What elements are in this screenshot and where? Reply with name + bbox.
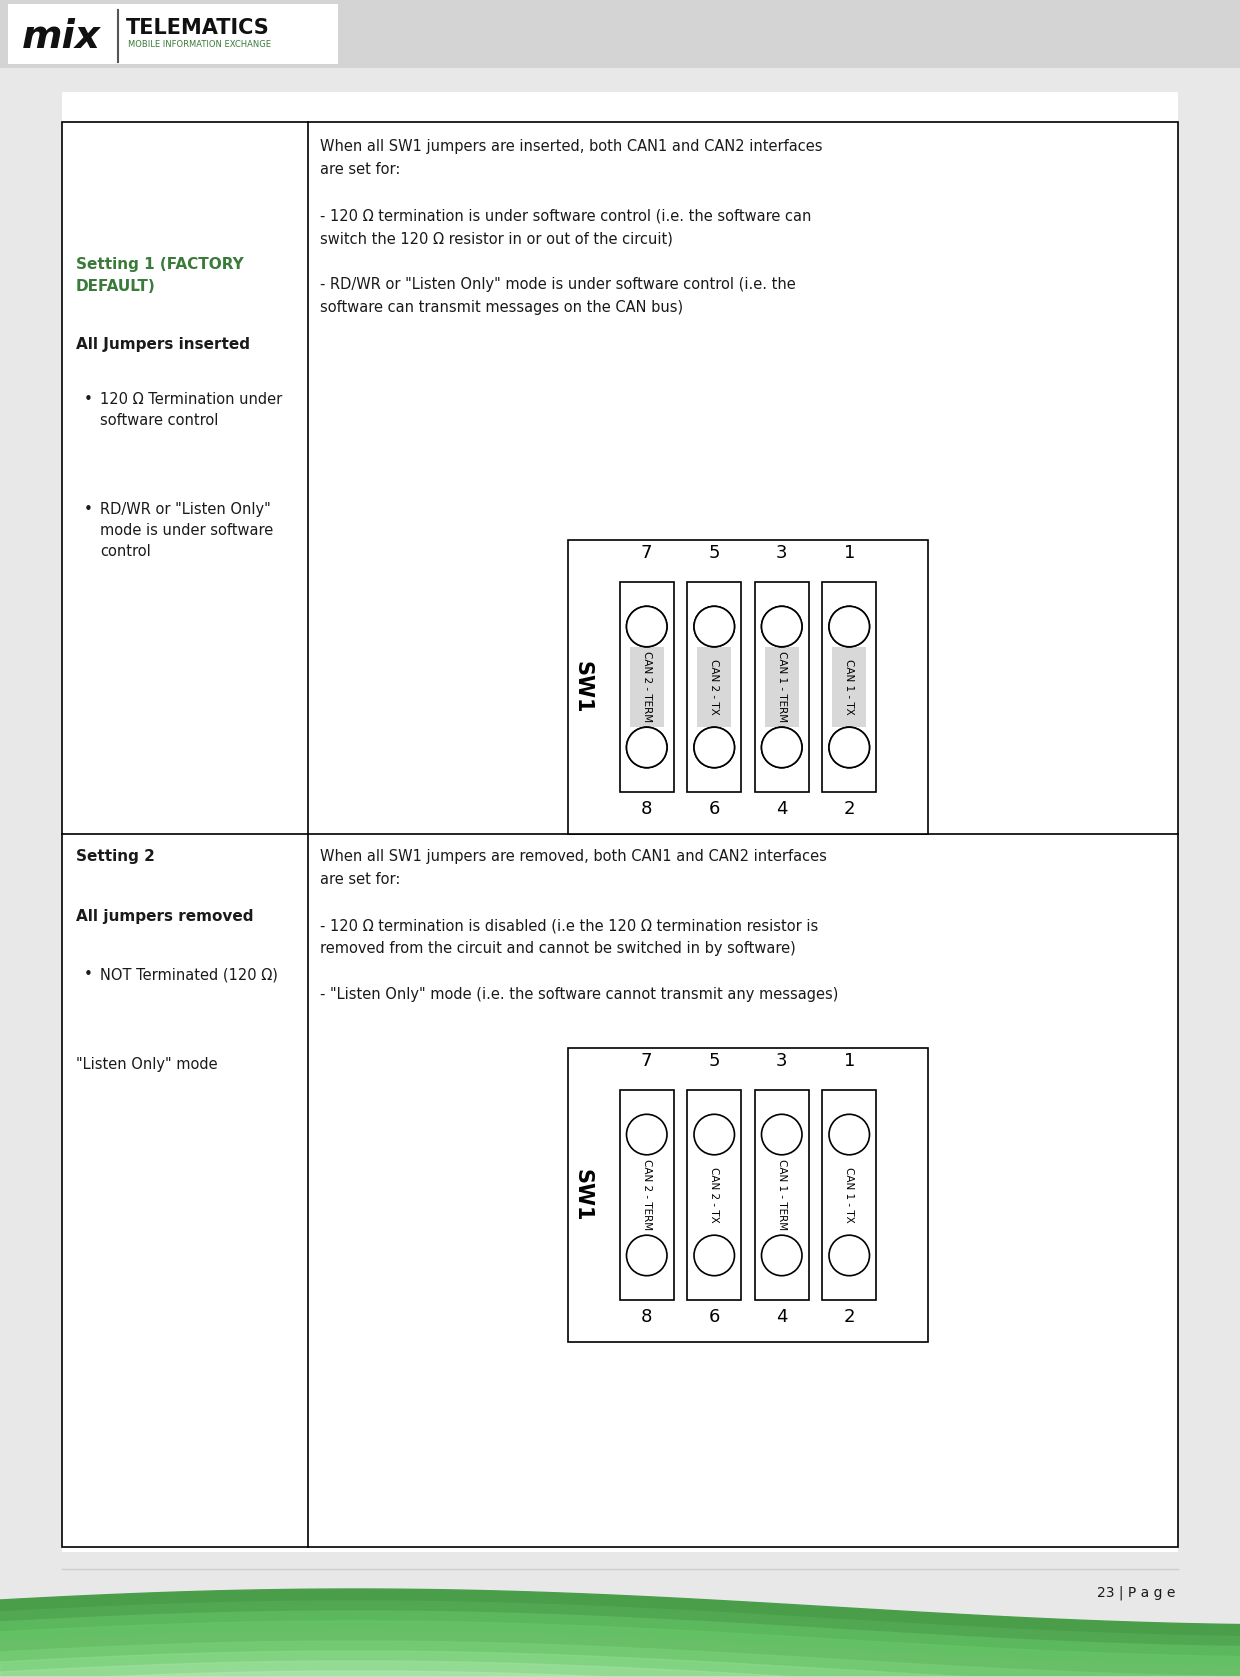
Bar xyxy=(822,1090,877,1300)
Circle shape xyxy=(626,728,667,768)
Circle shape xyxy=(694,1236,734,1276)
Circle shape xyxy=(694,728,734,768)
Circle shape xyxy=(694,607,734,647)
Text: CAN 2 - TX: CAN 2 - TX xyxy=(709,659,719,714)
Text: 2: 2 xyxy=(843,1308,856,1327)
Text: Setting 2: Setting 2 xyxy=(76,849,155,864)
Text: - RD/WR or "Listen Only" mode is under software control (i.e. the: - RD/WR or "Listen Only" mode is under s… xyxy=(320,277,796,292)
Text: All jumpers removed: All jumpers removed xyxy=(76,909,253,924)
Text: 23 | P a g e: 23 | P a g e xyxy=(1096,1585,1176,1600)
Text: All Jumpers inserted: All Jumpers inserted xyxy=(76,337,250,352)
Text: •: • xyxy=(84,392,93,408)
Text: - 120 Ω termination is under software control (i.e. the software can: - 120 Ω termination is under software co… xyxy=(320,208,811,223)
Text: SW1: SW1 xyxy=(573,661,593,713)
Bar xyxy=(765,647,799,728)
Circle shape xyxy=(761,1114,802,1155)
Circle shape xyxy=(830,1236,869,1276)
Text: 3: 3 xyxy=(776,1051,787,1070)
Text: SW1: SW1 xyxy=(573,1169,593,1221)
Circle shape xyxy=(626,607,667,647)
Text: •: • xyxy=(84,501,93,517)
Circle shape xyxy=(761,607,802,647)
Text: 5: 5 xyxy=(708,1051,720,1070)
Text: •: • xyxy=(84,968,93,983)
Text: - 120 Ω termination is disabled (i.e the 120 Ω termination resistor is: - 120 Ω termination is disabled (i.e the… xyxy=(320,917,818,932)
Text: switch the 120 Ω resistor in or out of the circuit): switch the 120 Ω resistor in or out of t… xyxy=(320,231,673,247)
Circle shape xyxy=(626,1114,667,1155)
Text: 1: 1 xyxy=(843,1051,854,1070)
Text: CAN 2 - TX: CAN 2 - TX xyxy=(709,1167,719,1223)
Bar xyxy=(755,1090,808,1300)
Bar xyxy=(755,582,808,792)
Text: 8: 8 xyxy=(641,1308,652,1327)
Circle shape xyxy=(626,1236,667,1276)
Text: MOBILE INFORMATION EXCHANGE: MOBILE INFORMATION EXCHANGE xyxy=(128,40,272,49)
Bar xyxy=(822,582,877,792)
Text: 4: 4 xyxy=(776,800,787,818)
Circle shape xyxy=(830,728,869,768)
Text: 1: 1 xyxy=(843,543,854,562)
Text: CAN 1 - TERM: CAN 1 - TERM xyxy=(776,1159,786,1231)
Text: CAN 1 - TX: CAN 1 - TX xyxy=(844,1167,854,1223)
Bar xyxy=(0,0,1240,69)
Text: "Listen Only" mode: "Listen Only" mode xyxy=(76,1057,218,1072)
Text: RD/WR or "Listen Only"
mode is under software
control: RD/WR or "Listen Only" mode is under sof… xyxy=(100,501,273,558)
Text: - "Listen Only" mode (i.e. the software cannot transmit any messages): - "Listen Only" mode (i.e. the software … xyxy=(320,988,838,1001)
Bar xyxy=(7,3,339,64)
Circle shape xyxy=(694,1114,734,1155)
Text: 4: 4 xyxy=(776,1308,787,1327)
Text: CAN 2 - TERM: CAN 2 - TERM xyxy=(642,1159,652,1231)
Circle shape xyxy=(694,607,734,647)
Text: 7: 7 xyxy=(641,543,652,562)
Bar xyxy=(687,582,742,792)
Bar xyxy=(568,1048,928,1342)
Text: removed from the circuit and cannot be switched in by software): removed from the circuit and cannot be s… xyxy=(320,941,796,956)
Circle shape xyxy=(830,1114,869,1155)
Text: software can transmit messages on the CAN bus): software can transmit messages on the CA… xyxy=(320,300,683,315)
Text: 7: 7 xyxy=(641,1051,652,1070)
Bar xyxy=(630,647,663,728)
Bar xyxy=(620,1090,673,1300)
Circle shape xyxy=(830,607,869,647)
Text: TELEMATICS: TELEMATICS xyxy=(126,18,270,39)
Text: CAN 1 - TERM: CAN 1 - TERM xyxy=(776,651,786,723)
Text: are set for:: are set for: xyxy=(320,872,401,887)
Text: When all SW1 jumpers are removed, both CAN1 and CAN2 interfaces: When all SW1 jumpers are removed, both C… xyxy=(320,849,827,864)
Text: NOT Terminated (120 Ω): NOT Terminated (120 Ω) xyxy=(100,968,278,983)
Circle shape xyxy=(761,1236,802,1276)
Text: CAN 1 - TX: CAN 1 - TX xyxy=(844,659,854,714)
Bar xyxy=(832,647,867,728)
Text: 2: 2 xyxy=(843,800,856,818)
Circle shape xyxy=(830,728,869,768)
Bar xyxy=(568,540,928,833)
Text: mix: mix xyxy=(22,18,100,55)
Bar xyxy=(687,1090,742,1300)
Circle shape xyxy=(761,607,802,647)
Circle shape xyxy=(761,728,802,768)
Text: Setting 1 (FACTORY
DEFAULT): Setting 1 (FACTORY DEFAULT) xyxy=(76,257,244,293)
Text: 3: 3 xyxy=(776,543,787,562)
Circle shape xyxy=(626,607,667,647)
Circle shape xyxy=(694,728,734,768)
Text: 120 Ω Termination under
software control: 120 Ω Termination under software control xyxy=(100,392,283,428)
Text: 6: 6 xyxy=(708,1308,720,1327)
Bar xyxy=(620,582,673,792)
Text: are set for:: are set for: xyxy=(320,163,401,178)
Circle shape xyxy=(830,607,869,647)
Bar xyxy=(62,122,1178,1546)
Text: When all SW1 jumpers are inserted, both CAN1 and CAN2 interfaces: When all SW1 jumpers are inserted, both … xyxy=(320,139,822,154)
Text: 6: 6 xyxy=(708,800,720,818)
Text: 5: 5 xyxy=(708,543,720,562)
Circle shape xyxy=(626,728,667,768)
Circle shape xyxy=(761,728,802,768)
Text: 8: 8 xyxy=(641,800,652,818)
Bar xyxy=(62,92,1178,1551)
Text: CAN 2 - TERM: CAN 2 - TERM xyxy=(642,651,652,723)
Bar xyxy=(697,647,732,728)
